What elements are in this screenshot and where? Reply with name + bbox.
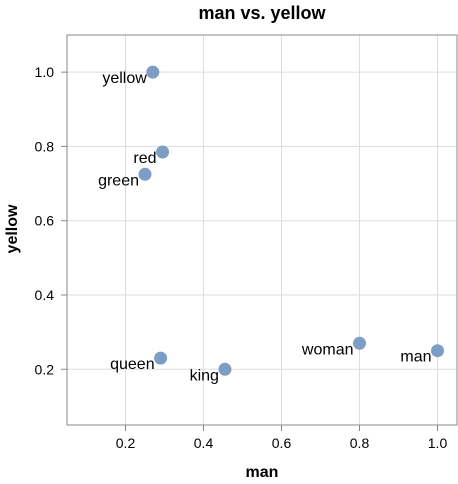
x-tick-label: 0.4 — [194, 435, 214, 451]
y-tick-label: 0.6 — [35, 213, 55, 229]
data-point-woman — [353, 336, 366, 350]
point-label-yellow: yellow — [102, 70, 147, 87]
x-tick-label: 0.2 — [116, 435, 136, 451]
point-label-king: king — [190, 367, 219, 384]
x-tick-label: 0.6 — [272, 435, 292, 451]
point-labels: yellow red green queen king woman man — [98, 70, 431, 384]
point-label-man: man — [400, 349, 431, 366]
point-label-red: red — [133, 150, 156, 167]
x-tick-label: 1.0 — [428, 435, 448, 451]
x-axis: 0.2 0.4 0.6 0.8 1.0 — [116, 425, 448, 451]
point-label-woman: woman — [301, 341, 354, 358]
y-axis: 0.2 0.4 0.6 0.8 1.0 — [35, 64, 67, 377]
data-point-king — [218, 362, 232, 376]
data-point-queen — [154, 351, 168, 365]
x-tick-label: 0.8 — [350, 435, 370, 451]
grid — [67, 35, 457, 425]
data-point-yellow — [146, 65, 160, 79]
plot-frame — [66, 34, 458, 426]
chart-title: man vs. yellow — [198, 3, 326, 23]
point-label-queen: queen — [110, 356, 155, 373]
data-point-green — [138, 167, 152, 181]
y-tick-label: 0.2 — [35, 361, 55, 377]
x-axis-title: man — [246, 464, 279, 481]
y-axis-title: yellow — [4, 204, 21, 253]
y-tick-label: 0.4 — [35, 287, 55, 303]
data-point-red — [156, 145, 170, 159]
data-point-man — [431, 344, 444, 358]
y-tick-label: 1.0 — [35, 64, 55, 80]
points — [138, 65, 444, 376]
point-label-green: green — [98, 172, 139, 189]
y-tick-label: 0.8 — [35, 138, 55, 154]
